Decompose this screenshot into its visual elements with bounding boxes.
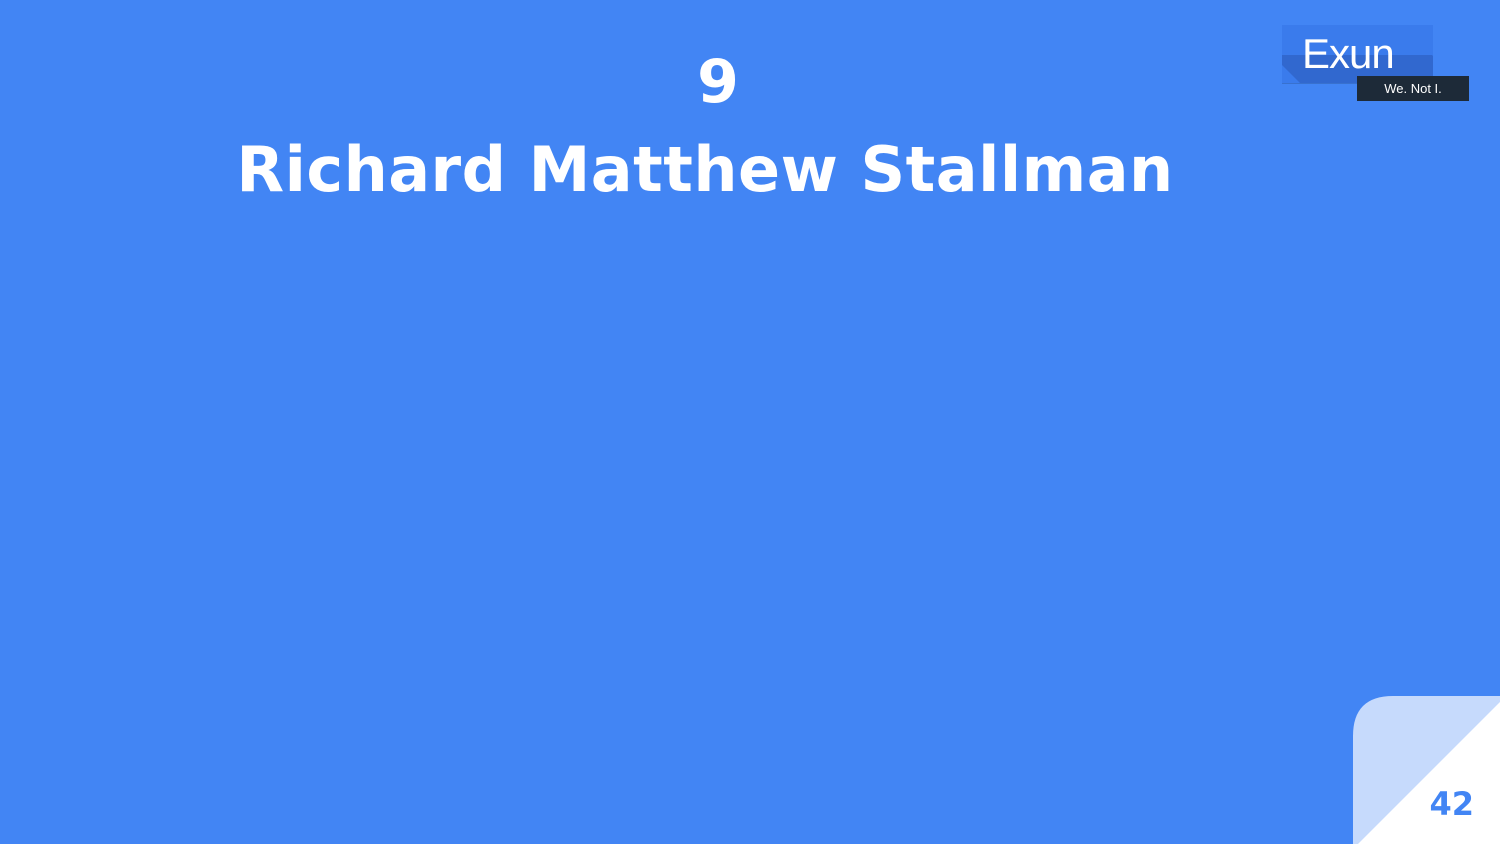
logo-wordmark: Exun: [1302, 30, 1395, 77]
logo-box: Exun: [1282, 25, 1433, 83]
slide-title: Richard Matthew Stallman: [236, 133, 1174, 206]
page-corner-decoration: 42: [1353, 696, 1500, 844]
page-number: 42: [1429, 785, 1474, 823]
corner-white-fold: [1358, 702, 1500, 844]
logo-tagline: We. Not I.: [1357, 76, 1469, 101]
exun-logo: Exun We. Not I.: [1282, 25, 1470, 103]
page-corner-graphic: [1353, 696, 1500, 844]
slide-number-heading: 9: [697, 47, 739, 117]
